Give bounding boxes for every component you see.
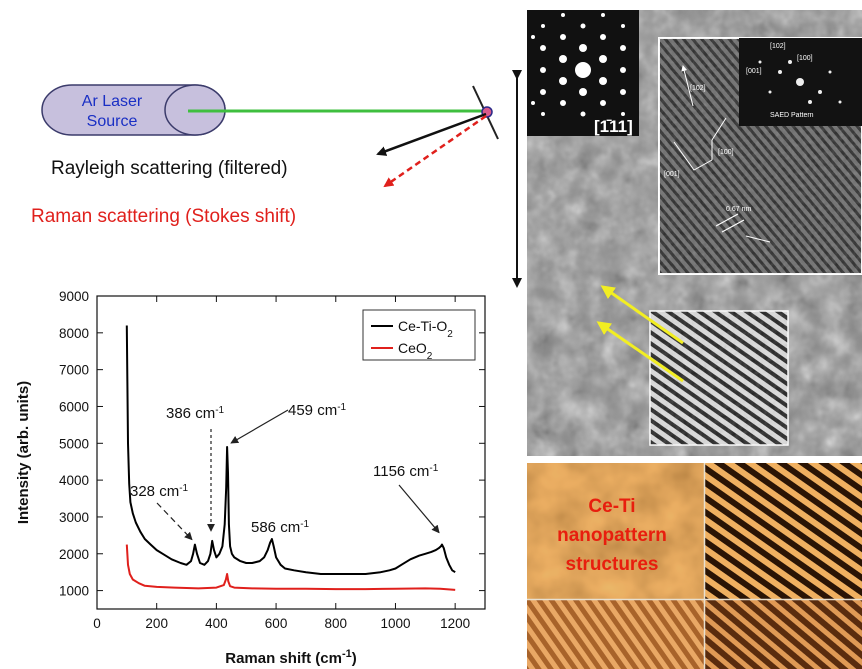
afm-panel: Ce-Ti nanopattern structures: [527, 463, 862, 669]
peak-label-text: 459 cm: [288, 402, 337, 419]
rayleigh-arrow: [376, 112, 487, 156]
hrtem-bracket-100: [711, 117, 727, 160]
peak-arrow: [230, 409, 289, 444]
hrtem-spacing-label: 0.67 nm: [726, 206, 751, 213]
spacing-mark-2: [721, 219, 745, 233]
raman-setup: Ar Laser Source Rayleigh scattering (fil…: [31, 70, 522, 288]
x-tick-label: 600: [265, 616, 288, 631]
peak-label-text: 328 cm: [130, 483, 179, 500]
laser-label-line2: Source: [87, 113, 138, 130]
y-axis-title: Intensity (arb. units): [15, 381, 32, 524]
x-tick-label: 400: [205, 616, 228, 631]
hrtem-arrow-102: [681, 65, 694, 107]
peak-label: 1156 cm-1: [373, 463, 439, 481]
peak-label-sup: -1: [337, 402, 346, 413]
tem-panel: [1̄11] [102] [100] [001] SAED Pattern [1…: [527, 10, 862, 456]
raman-spectrum-chart: 0 200 400 600 800 1000 1200 1000 2000 3000 4000 500…: [15, 289, 486, 667]
x-axis-title-sup: -1: [342, 648, 352, 660]
y-tick-label: 1000: [59, 584, 89, 599]
x-axis-title: Raman shift (cm-1): [225, 648, 356, 667]
x-axis-title-end: ): [352, 650, 357, 667]
laser-source: Ar Laser Source: [41, 84, 226, 136]
afm-label-line3: structures: [566, 554, 659, 575]
saed-inset-title: SAED Pattern: [770, 112, 814, 119]
peak-label-sup: -1: [429, 463, 438, 474]
hrtem-label-102: [102]: [690, 85, 706, 92]
yellow-arrow-lower: [596, 321, 684, 383]
saed-inset-label-100: [100]: [797, 55, 813, 62]
legend-series-sub: 2: [427, 351, 433, 362]
afm-tile-mixed-stripes: [705, 600, 862, 669]
x-axis-title-text: Raman shift (cm: [225, 650, 342, 667]
peak-arrow: [156, 502, 193, 541]
peak-label: 386 cm-1: [166, 405, 225, 423]
saed-inset-label-102: [102]: [770, 43, 786, 50]
peak-label: 328 cm-1: [130, 483, 189, 501]
chart-axes: 0 200 400 600 800 1000 1200 1000 2000 3000 4000 500…: [15, 289, 486, 667]
afm-tile-dark-stripes: [705, 463, 862, 599]
x-tick-label: 1200: [440, 616, 470, 631]
legend-box: [362, 309, 476, 361]
hrtem-saed-spots: [758, 60, 842, 104]
hrtem-label-100: [100]: [718, 149, 734, 156]
x-tick-label: 0: [93, 616, 101, 631]
peak-label-sup: -1: [179, 483, 188, 494]
peak-label-text: 1156 cm: [373, 463, 429, 480]
y-tick-label: 6000: [59, 399, 89, 414]
afm-tile-plain-texture: [527, 463, 704, 599]
afm-label-line2: nanopattern: [557, 525, 667, 546]
afm-tile-light-stripes: [527, 600, 704, 669]
hrtem-label-001: [001]: [664, 171, 680, 178]
series-line-ceo2: [125, 544, 456, 591]
series-line-ce-ti-o2: [125, 325, 456, 575]
y-tick-label: 8000: [59, 326, 89, 341]
peak-label: 459 cm-1: [288, 402, 347, 420]
hrtem-bracket-001: [673, 141, 713, 171]
legend-label: CeO2: [398, 340, 433, 362]
legend-series-name: Ce-Ti-O: [398, 318, 447, 334]
saed-inset-label-001: [001]: [746, 68, 762, 75]
peak-label-text: 386 cm: [166, 405, 215, 422]
y-tick-label: 4000: [59, 473, 89, 488]
y-tick-label: 3000: [59, 510, 89, 525]
x-tick-label: 1000: [380, 616, 410, 631]
raman-label: Raman scattering (Stokes shift): [31, 206, 296, 227]
spacing-pointer: [745, 235, 771, 243]
legend-label: Ce-Ti-O2: [398, 318, 453, 340]
spacing-mark-1: [715, 213, 739, 227]
y-tick-label: 5000: [59, 436, 89, 451]
peak-label-sup: -1: [300, 519, 309, 530]
hrtem-inset: [102] [100] [001] SAED Pattern [102] [10…: [658, 37, 862, 275]
plot-frame: [96, 295, 486, 610]
peak-label-sup: -1: [215, 405, 224, 416]
legend-series-sub: 2: [447, 329, 453, 340]
afm-label-line1: Ce-Ti: [588, 496, 635, 517]
rayleigh-label: Rayleigh scattering (filtered): [51, 158, 288, 179]
raman-arrow: [383, 114, 487, 188]
lattice-inset-noise: [650, 311, 788, 445]
y-tick-label: 2000: [59, 547, 89, 562]
peak-label-text: 586 cm: [251, 519, 300, 536]
peak-label: 586 cm-1: [251, 519, 310, 537]
legend-series-name: CeO: [398, 340, 427, 356]
x-tick-label: 800: [325, 616, 348, 631]
y-tick-label: 9000: [59, 289, 89, 304]
saed-zone-axis: [1̄11]: [594, 117, 633, 136]
laser-label-line1: Ar Laser: [82, 93, 143, 110]
saed-spots: [531, 13, 626, 117]
y-tick-label: 7000: [59, 363, 89, 378]
yellow-arrow-upper: [600, 285, 684, 345]
saed-pattern: [1̄11]: [527, 10, 639, 136]
x-tick-label: 200: [145, 616, 168, 631]
peak-arrow: [398, 484, 440, 534]
chart-series: [125, 325, 456, 591]
